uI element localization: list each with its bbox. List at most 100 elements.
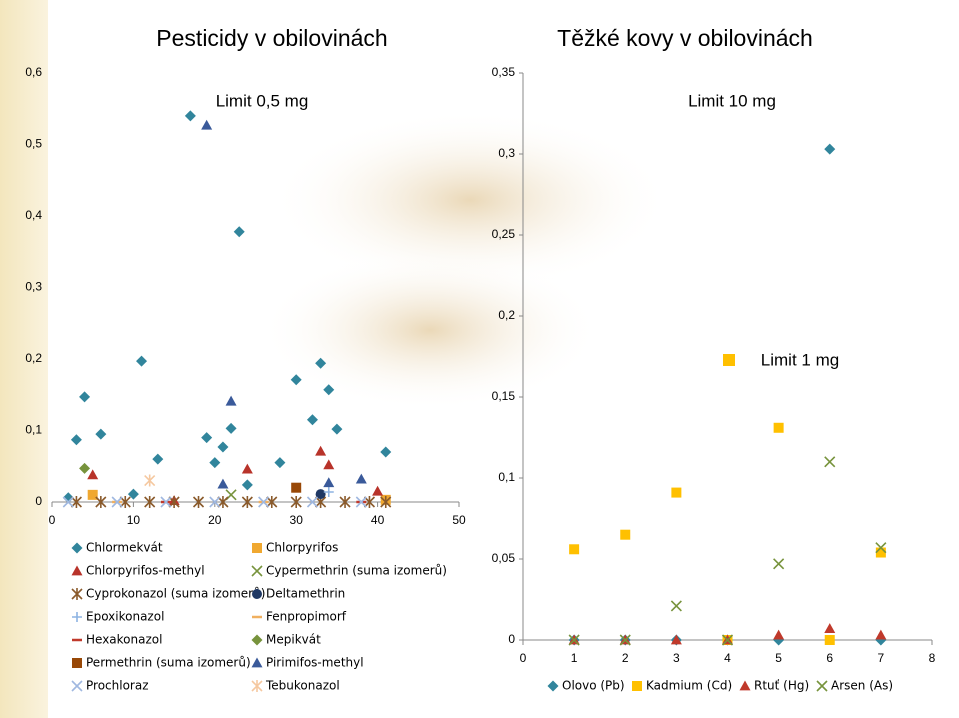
legend-label: Epoxikonazol bbox=[86, 610, 164, 624]
legend-marker bbox=[72, 658, 82, 668]
data-point bbox=[192, 496, 205, 508]
legend-label: Chlormekvát bbox=[86, 541, 163, 555]
y-tick-label: 0,15 bbox=[492, 389, 516, 403]
legend-marker bbox=[251, 657, 263, 668]
data-point bbox=[355, 496, 367, 508]
x-tick-label: 0 bbox=[49, 513, 56, 527]
y-tick-label: 0,4 bbox=[25, 208, 42, 222]
legend-label: Chlorpyrifos bbox=[266, 541, 338, 555]
y-tick-label: 0,25 bbox=[492, 227, 516, 241]
data-point bbox=[670, 634, 682, 645]
data-point bbox=[70, 434, 82, 446]
data-point bbox=[144, 474, 156, 487]
x-tick-label: 4 bbox=[724, 651, 731, 665]
legend-marker bbox=[71, 542, 83, 554]
data-point bbox=[290, 496, 302, 508]
y-tick-label: 0,3 bbox=[25, 280, 42, 294]
data-point bbox=[824, 623, 836, 634]
y-tick-label: 0,35 bbox=[492, 65, 516, 79]
data-point bbox=[201, 119, 213, 130]
x-tick-label: 1 bbox=[571, 651, 578, 665]
legend-marker bbox=[252, 543, 262, 553]
x-tick-label: 3 bbox=[673, 651, 680, 665]
data-point bbox=[225, 422, 237, 434]
data-point bbox=[355, 473, 367, 484]
data-point bbox=[217, 496, 229, 508]
y-tick-label: 0,5 bbox=[25, 137, 42, 151]
data-point bbox=[95, 496, 107, 508]
legend-marker bbox=[71, 680, 83, 692]
data-point bbox=[323, 486, 334, 497]
legend-marker bbox=[251, 634, 263, 646]
data-point bbox=[209, 457, 221, 469]
data-point bbox=[291, 482, 302, 493]
data-point bbox=[323, 459, 335, 470]
x-tick-label: 2 bbox=[622, 651, 629, 665]
data-point bbox=[721, 634, 734, 646]
x-tick-label: 10 bbox=[127, 513, 141, 527]
data-point bbox=[875, 547, 886, 558]
data-point bbox=[274, 457, 286, 469]
legend-marker bbox=[251, 680, 263, 692]
data-point bbox=[331, 423, 343, 435]
legend-label: Tebukonazol bbox=[265, 679, 340, 693]
data-point bbox=[201, 432, 213, 444]
data-point bbox=[323, 384, 335, 396]
data-point bbox=[670, 600, 682, 612]
y-tick-label: 0,2 bbox=[25, 351, 42, 365]
data-point bbox=[773, 629, 785, 640]
legend-marker bbox=[251, 565, 263, 577]
data-point bbox=[184, 110, 196, 122]
legend-label: Permethrin (suma izomerů) bbox=[86, 656, 251, 670]
data-point bbox=[95, 428, 107, 440]
data-point bbox=[824, 456, 836, 468]
data-point bbox=[258, 496, 270, 508]
y-tick-label: 0 bbox=[35, 494, 42, 508]
data-point bbox=[87, 489, 98, 500]
y-tick-label: 0,05 bbox=[492, 551, 516, 565]
legend-label: Prochloraz bbox=[86, 679, 149, 693]
legend-label: Cyprokonazol (suma izomerů) bbox=[86, 587, 265, 601]
chart-title: Pesticidy v obilovinách bbox=[156, 25, 387, 51]
data-point bbox=[79, 462, 91, 474]
data-point bbox=[241, 496, 253, 508]
data-point bbox=[87, 469, 99, 480]
data-point bbox=[824, 143, 836, 155]
data-point bbox=[315, 357, 327, 369]
data-point bbox=[568, 634, 580, 646]
data-point bbox=[209, 496, 221, 508]
data-point bbox=[671, 487, 682, 498]
data-point bbox=[70, 496, 82, 508]
data-point bbox=[62, 496, 74, 508]
annotation: Limit 10 mg bbox=[688, 91, 776, 110]
data-point bbox=[315, 445, 327, 456]
annotation-marker bbox=[723, 354, 735, 366]
data-point bbox=[875, 629, 887, 640]
data-point bbox=[225, 395, 237, 406]
chart-title: Těžké kovy v obilovinách bbox=[557, 25, 813, 51]
data-point bbox=[372, 485, 384, 496]
y-tick-label: 0 bbox=[508, 632, 515, 646]
x-tick-label: 8 bbox=[929, 651, 936, 665]
legend-label: Kadmium (Cd) bbox=[646, 679, 732, 693]
data-point bbox=[79, 391, 91, 403]
data-point bbox=[160, 496, 172, 508]
data-point bbox=[824, 635, 835, 645]
legend-label: Arsen (As) bbox=[831, 679, 893, 693]
data-point bbox=[569, 544, 580, 555]
legend-label: Mepikvát bbox=[266, 633, 321, 647]
legend-label: Chlorpyrifos-methyl bbox=[86, 564, 205, 578]
legend-label: Fenpropimorf bbox=[266, 610, 347, 624]
data-point bbox=[773, 558, 785, 570]
side-stripe bbox=[0, 0, 48, 718]
data-point bbox=[136, 355, 148, 367]
y-tick-label: 0,2 bbox=[498, 308, 515, 322]
legend-label: Olovo (Pb) bbox=[562, 679, 625, 693]
data-point bbox=[323, 477, 335, 488]
legend-marker bbox=[72, 612, 82, 622]
y-tick-label: 0,1 bbox=[498, 470, 515, 484]
legend-label: Rtuť (Hg) bbox=[754, 679, 809, 693]
y-tick-label: 0,3 bbox=[498, 146, 515, 160]
data-point bbox=[266, 496, 278, 508]
